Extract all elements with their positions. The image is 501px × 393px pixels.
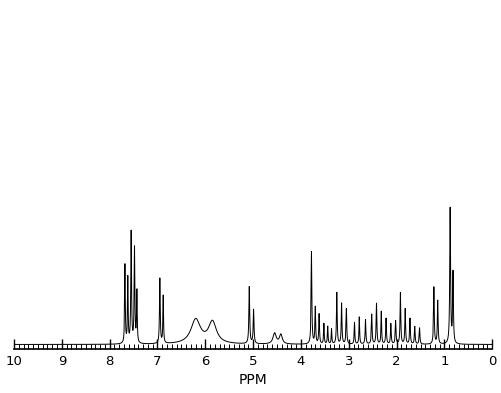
X-axis label: PPM: PPM bbox=[238, 373, 267, 387]
